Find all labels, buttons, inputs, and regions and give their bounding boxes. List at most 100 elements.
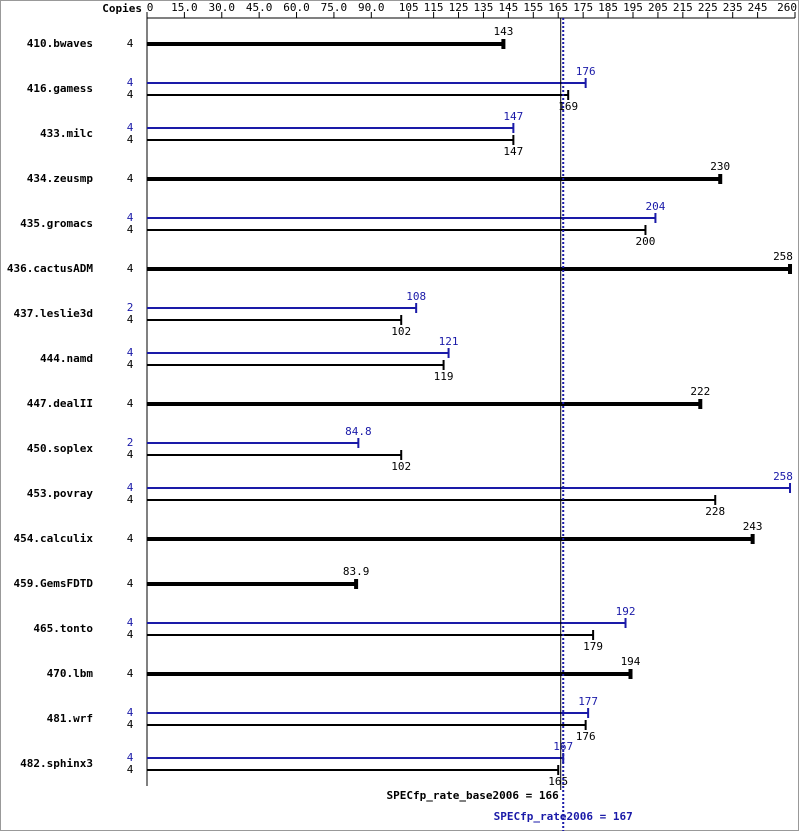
reference-label: SPECfp_rate2006 = 167	[494, 810, 633, 823]
copies: 4	[127, 532, 134, 545]
bar	[147, 348, 450, 358]
bar	[147, 135, 515, 145]
copies: 4	[127, 667, 134, 680]
bar	[147, 708, 590, 718]
bar	[147, 39, 506, 49]
bar	[147, 618, 627, 628]
value-label: 108	[406, 290, 426, 303]
copies: 4	[127, 346, 134, 359]
x-tick-label: 125	[449, 1, 469, 14]
category-label: 433.milc	[40, 127, 93, 140]
bar	[147, 213, 657, 223]
category-label: 465.tonto	[33, 622, 93, 635]
copies-header: Copies	[102, 2, 142, 15]
category-label: 434.zeusmp	[27, 172, 94, 185]
value-label: 228	[705, 505, 725, 518]
category-label: 470.lbm	[47, 667, 94, 680]
category-label: 482.sphinx3	[20, 757, 93, 770]
copies: 4	[127, 172, 134, 185]
x-tick-label: 175	[573, 1, 593, 14]
bar	[147, 174, 723, 184]
x-tick-label: 90.0	[358, 1, 385, 14]
category-label: 410.bwaves	[27, 37, 93, 50]
category-label: 444.namd	[40, 352, 93, 365]
value-label: 258	[773, 470, 793, 483]
copies: 4	[127, 448, 134, 461]
value-label: 165	[548, 775, 568, 788]
value-label: 200	[636, 235, 656, 248]
x-tick-label: 165	[548, 1, 568, 14]
category-label: 453.povray	[27, 487, 94, 500]
x-tick-label: 75.0	[321, 1, 348, 14]
bar	[147, 438, 360, 448]
value-label: 179	[583, 640, 603, 653]
copies: 4	[127, 397, 134, 410]
value-label: 222	[690, 385, 710, 398]
bar	[147, 483, 792, 493]
copies: 4	[127, 76, 134, 89]
category-label: 481.wrf	[47, 712, 93, 725]
copies: 4	[127, 616, 134, 629]
reference-label: SPECfp_rate_base2006 = 166	[387, 789, 560, 802]
value-label: 169	[558, 100, 578, 113]
copies: 4	[127, 313, 134, 326]
x-tick-label: 155	[523, 1, 543, 14]
value-label: 194	[621, 655, 641, 668]
copies: 2	[127, 301, 134, 314]
copies: 4	[127, 121, 134, 134]
x-tick-label: 15.0	[171, 1, 198, 14]
copies: 4	[127, 718, 134, 731]
x-tick-label: 30.0	[209, 1, 236, 14]
value-label: 102	[391, 325, 411, 338]
x-tick-label: 45.0	[246, 1, 273, 14]
value-label: 147	[503, 110, 523, 123]
value-label: 177	[578, 695, 598, 708]
copies: 4	[127, 262, 134, 275]
x-tick-label: 145	[498, 1, 518, 14]
x-tick-label: 235	[723, 1, 743, 14]
x-tick-label: 205	[648, 1, 668, 14]
copies: 4	[127, 751, 134, 764]
bar	[147, 315, 403, 325]
x-tick-label: 0	[147, 1, 154, 14]
category-label: 437.leslie3d	[14, 307, 93, 320]
value-label: 119	[434, 370, 454, 383]
bar	[147, 534, 755, 544]
bar	[147, 123, 515, 133]
copies: 4	[127, 88, 134, 101]
value-label: 258	[773, 250, 793, 263]
value-label: 204	[645, 200, 665, 213]
x-tick-label: 115	[424, 1, 444, 14]
x-tick-label: 215	[673, 1, 693, 14]
copies: 4	[127, 358, 134, 371]
copies: 4	[127, 628, 134, 641]
bar	[147, 303, 418, 313]
x-tick-label: 135	[474, 1, 494, 14]
bar	[147, 579, 359, 589]
bar	[147, 765, 560, 775]
category-label: 436.cactusADM	[7, 262, 93, 275]
x-tick-label: 245	[748, 1, 768, 14]
category-label: 416.gamess	[27, 82, 93, 95]
category-label: 435.gromacs	[20, 217, 93, 230]
copies: 4	[127, 706, 134, 719]
copies: 4	[127, 37, 134, 50]
copies: 4	[127, 211, 134, 224]
x-tick-label: 225	[698, 1, 718, 14]
value-label: 243	[743, 520, 763, 533]
copies: 4	[127, 481, 134, 494]
copies: 4	[127, 133, 134, 146]
x-tick-label: 260	[777, 1, 797, 14]
value-label: 176	[576, 65, 596, 78]
bar	[147, 360, 445, 370]
value-label: 192	[616, 605, 636, 618]
value-label: 83.9	[343, 565, 370, 578]
copies: 4	[127, 577, 134, 590]
bar	[147, 495, 717, 505]
value-label: 147	[503, 145, 523, 158]
copies: 4	[127, 763, 134, 776]
value-label: 121	[439, 335, 459, 348]
